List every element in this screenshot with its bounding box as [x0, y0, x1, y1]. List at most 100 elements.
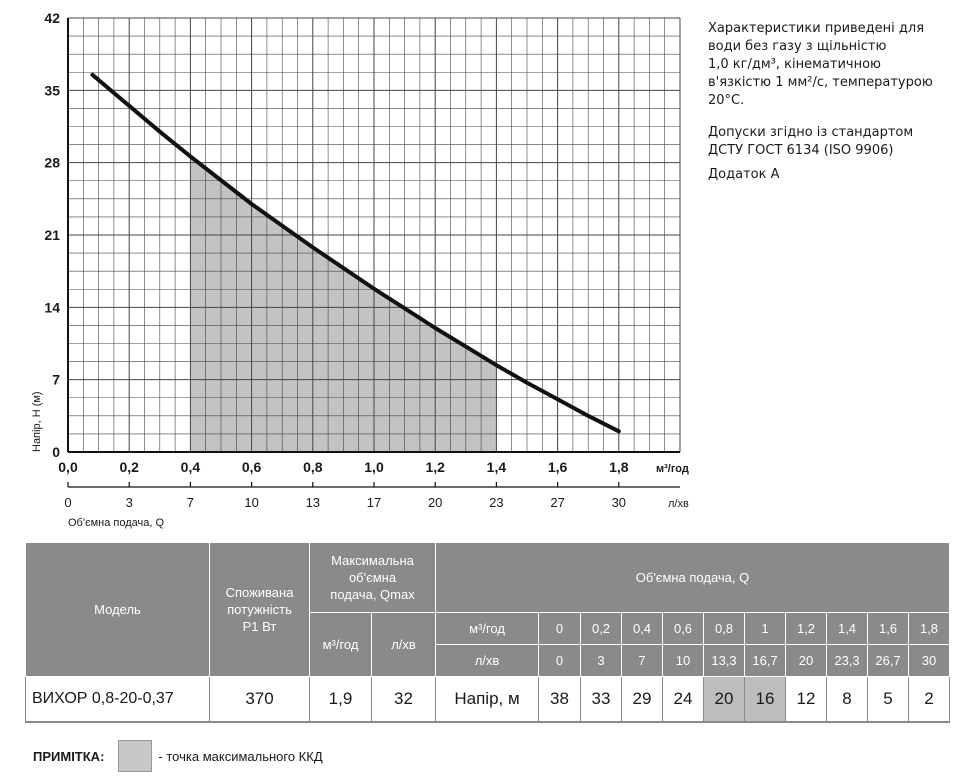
y-tick-label: 21 [44, 227, 60, 243]
header-model: Модель [25, 542, 210, 677]
y-axis-label: Напір, Н (м) [31, 391, 43, 452]
x-tick-label: 0,2 [119, 459, 139, 475]
cell-power: 370 [209, 676, 310, 723]
x2-tick-label: 0 [64, 495, 71, 510]
header-q-m3h: 1,4 [826, 612, 869, 645]
chart-labels: Напір, Н (м) м³/год л/хв Об'ємна подача,… [31, 391, 689, 529]
notes-paragraph-tolerance: Допуски згідно із стандартом ДСТУ ГОСТ 6… [708, 124, 970, 160]
header-power: Споживана потужність Р1 Вт [209, 542, 310, 677]
x-tick-label: 1,8 [609, 459, 629, 475]
x-tick-label: 0,6 [242, 459, 262, 475]
x-tick-label: 1,0 [364, 459, 384, 475]
x-tick-label: 0,0 [58, 459, 78, 475]
header-q-lmin: 10 [662, 644, 705, 677]
notes-line: в'язкістю 1 мм²/с, температурою [708, 75, 933, 90]
header-q-m3h: 1 [744, 612, 787, 645]
x2-tick-label: 10 [244, 495, 258, 510]
head-curve-layer [90, 72, 621, 434]
y-tick-label: 7 [52, 372, 60, 388]
x-axis-label: Об'ємна подача, Q [68, 517, 164, 529]
x2-tick-label: 30 [612, 495, 626, 510]
cell-head: 20 [703, 676, 746, 723]
header-q-m3h: 1,6 [867, 612, 910, 645]
y-tick-label: 35 [44, 82, 60, 98]
x2-tick-label: 27 [550, 495, 564, 510]
header-q-m3h: 0,6 [662, 612, 705, 645]
header-power-line: Споживана [225, 585, 294, 600]
header-q-lmin: 16,7 [744, 644, 787, 677]
x2-tick-label: 7 [187, 495, 194, 510]
cell-head: 2 [908, 676, 951, 723]
specs-table: Модель Споживана потужність Р1 Вт Максим… [25, 542, 951, 723]
header-power-line: потужність [227, 602, 292, 617]
header-q-m3h: 1,8 [908, 612, 951, 645]
y-tick-label: 42 [44, 10, 60, 26]
notes-line: Характеристики приведені для [708, 21, 925, 36]
cell-head: 16 [744, 676, 787, 723]
cell-qmax-lmin: 32 [370, 676, 437, 723]
cell-model: ВИХОР 0,8-20-0,37 [25, 676, 210, 723]
x-tick-label: 1,4 [487, 459, 507, 475]
header-q-m3h: 0 [538, 612, 582, 645]
header-qmax-line: Максимальна [331, 553, 414, 568]
legend-note-label: ПРИМІТКА: [33, 748, 105, 764]
x2-tick-label: 3 [126, 495, 133, 510]
header-q-lmin: 26,7 [867, 644, 910, 677]
y-tick-label: 0 [52, 444, 60, 460]
header-qmax-unit-m3h: м³/год [309, 612, 372, 677]
notes-line: 1,0 кг/дм³, кінематичною [708, 57, 881, 72]
header-qmax-unit-lmin: л/хв [370, 612, 437, 677]
cell-head: 8 [826, 676, 869, 723]
x2-tick-label: 17 [367, 495, 381, 510]
x-tick-label: 1,2 [425, 459, 445, 475]
header-q-lmin: 0 [538, 644, 582, 677]
y-tick-label: 14 [44, 299, 60, 315]
header-q-lmin: 20 [785, 644, 828, 677]
x-axis-unit-lmin: л/хв [668, 498, 689, 510]
head-curve [90, 72, 621, 434]
header-q-m3h: 0,2 [580, 612, 623, 645]
x2-tick-label: 20 [428, 495, 442, 510]
header-q-lmin: 23,3 [826, 644, 869, 677]
cell-head: 5 [867, 676, 910, 723]
notes-paragraph-fluid: Характеристики приведені для води без га… [708, 20, 970, 110]
header-q-lmin: 30 [908, 644, 951, 677]
cell-head: 29 [621, 676, 664, 723]
header-row-unit-lmin: л/хв [435, 644, 540, 677]
header-qmax-line: подача, Qmax [330, 587, 415, 602]
legend-note: ПРИМІТКА: - точка максимального ККД [33, 740, 323, 772]
notes-line: ДСТУ ГОСТ 6134 (ISO 9906) [708, 143, 894, 158]
x-tick-label: 0,4 [181, 459, 201, 475]
header-qmax: Максимальна об'ємна подача, Qmax [308, 542, 437, 613]
cell-head: 12 [785, 676, 828, 723]
notes-line: 20°С. [708, 93, 745, 108]
x-tick-label: 1,6 [548, 459, 568, 475]
notes-line: Допуски згідно із стандартом [708, 125, 914, 140]
header-row-unit-m3h: м³/год [435, 612, 540, 645]
x-tick-label: 0,8 [303, 459, 323, 475]
x2-tick-label: 23 [489, 495, 503, 510]
header-qmax-line: об'ємна [348, 570, 397, 585]
chart-grid [67, 17, 681, 453]
cell-head: 33 [580, 676, 623, 723]
header-q-lmin: 13,3 [703, 644, 746, 677]
test-conditions-notes: Характеристики приведені для води без га… [708, 20, 970, 198]
x-axis-unit-m3h: м³/год [656, 463, 689, 475]
header-power-line: Р1 Вт [242, 619, 277, 634]
y-tick-label: 28 [44, 155, 60, 171]
performance-chart: 0 7 14 21 28 35 42 0,0 0,2 0,4 0,6 0,8 1,0 1,2 1,4 1,6 1… [31, 10, 689, 529]
chart-axes: 0 7 14 21 28 35 42 0,0 0,2 0,4 0,6 0,8 1,0 1,2 1,4 1,6 1… [44, 10, 680, 510]
notes-line: води без газу з щільністю [708, 39, 887, 54]
legend-note-text: - точка максимального ККД [158, 748, 323, 764]
notes-appendix: Додаток А [708, 167, 780, 182]
header-q-m3h: 1,2 [785, 612, 828, 645]
cell-head: 24 [662, 676, 705, 723]
header-flow-rate: Об'ємна подача, Q [435, 542, 951, 613]
header-q-m3h: 0,4 [621, 612, 664, 645]
header-q-lmin: 7 [621, 644, 664, 677]
cell-head: 38 [538, 676, 582, 723]
table-row: ВИХОР 0,8-20-0,37 370 1,9 32 Напір, м 38… [25, 676, 951, 723]
cell-head-label: Напір, м [435, 676, 540, 723]
header-q-lmin: 3 [580, 644, 623, 677]
header-q-m3h: 0,8 [703, 612, 746, 645]
